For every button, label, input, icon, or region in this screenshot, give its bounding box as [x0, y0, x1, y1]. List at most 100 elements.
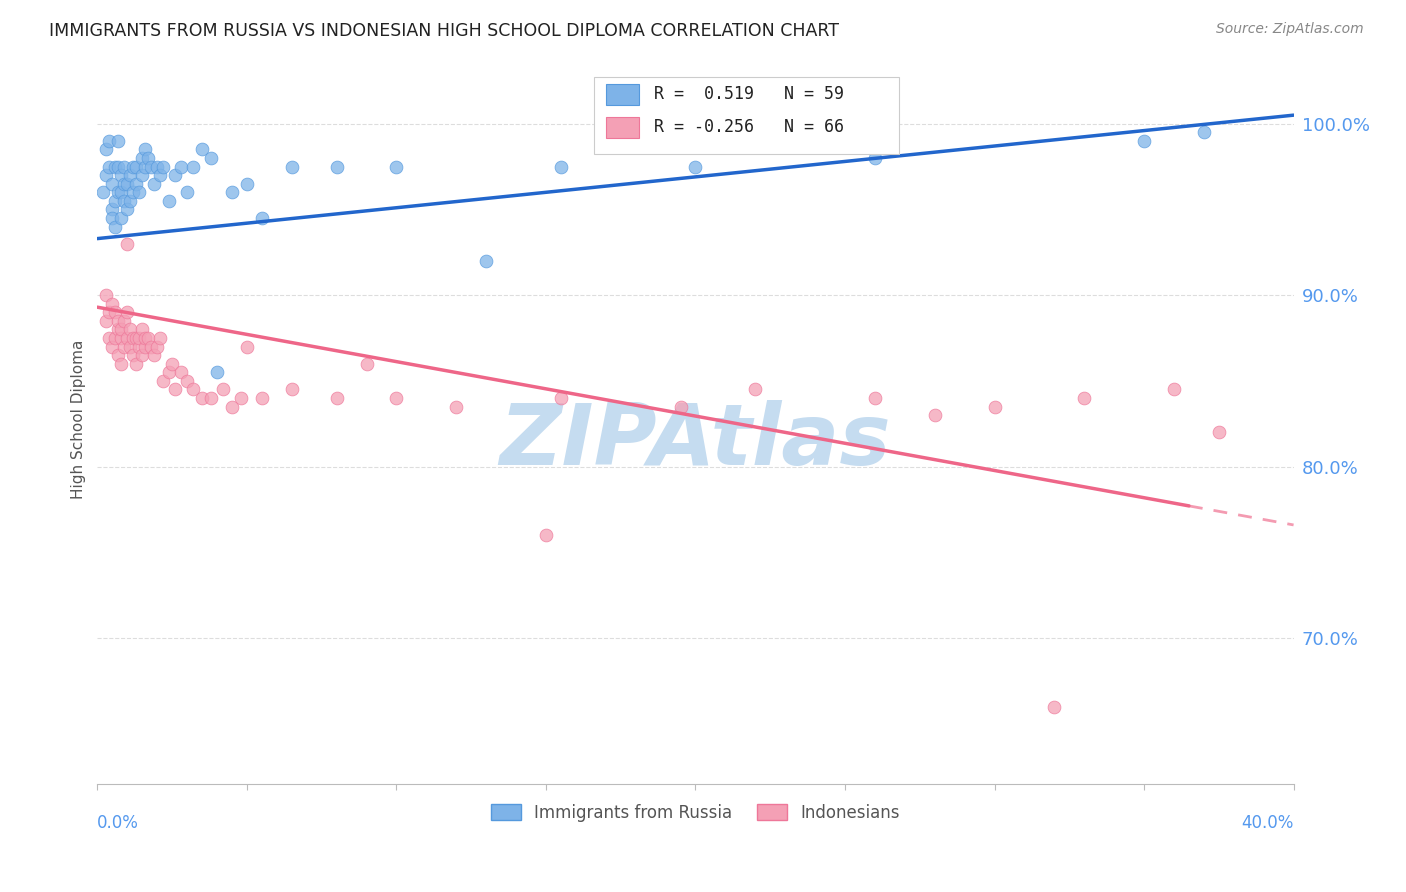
- Point: [107, 348, 129, 362]
- Point: [176, 186, 198, 200]
- Text: 0.0%: 0.0%: [97, 814, 139, 832]
- Point: [136, 331, 159, 345]
- Point: [117, 236, 139, 251]
- Point: [117, 177, 139, 191]
- Point: [122, 160, 145, 174]
- Point: [141, 340, 163, 354]
- Point: [141, 160, 163, 174]
- Point: [744, 383, 766, 397]
- Point: [221, 186, 243, 200]
- Point: [96, 288, 118, 302]
- Point: [924, 408, 946, 422]
- Point: [96, 314, 118, 328]
- Point: [110, 357, 132, 371]
- Text: ZIPAtlas: ZIPAtlas: [499, 400, 891, 483]
- Point: [250, 211, 273, 225]
- FancyBboxPatch shape: [593, 77, 898, 153]
- Point: [120, 168, 142, 182]
- Point: [104, 160, 127, 174]
- Point: [136, 151, 159, 165]
- Point: [1043, 699, 1066, 714]
- FancyBboxPatch shape: [606, 117, 640, 137]
- Y-axis label: High School Diploma: High School Diploma: [72, 340, 86, 500]
- Point: [149, 168, 172, 182]
- Point: [1163, 383, 1185, 397]
- Point: [146, 160, 169, 174]
- Point: [1073, 391, 1095, 405]
- Point: [157, 194, 180, 208]
- Point: [1133, 134, 1156, 148]
- Point: [1192, 125, 1215, 139]
- Point: [101, 202, 124, 217]
- Point: [98, 331, 121, 345]
- Point: [107, 160, 129, 174]
- Point: [101, 177, 124, 191]
- Point: [170, 365, 193, 379]
- Point: [122, 331, 145, 345]
- Point: [104, 219, 127, 234]
- Point: [250, 391, 273, 405]
- Point: [120, 194, 142, 208]
- Point: [1208, 425, 1230, 440]
- Point: [191, 391, 214, 405]
- Legend: Immigrants from Russia, Indonesians: Immigrants from Russia, Indonesians: [482, 796, 908, 830]
- Point: [122, 348, 145, 362]
- Point: [280, 383, 302, 397]
- Point: [236, 177, 259, 191]
- Text: IMMIGRANTS FROM RUSSIA VS INDONESIAN HIGH SCHOOL DIPLOMA CORRELATION CHART: IMMIGRANTS FROM RUSSIA VS INDONESIAN HIG…: [49, 22, 839, 40]
- Point: [983, 400, 1005, 414]
- Point: [550, 160, 572, 174]
- Point: [117, 331, 139, 345]
- Text: R =  0.519   N = 59: R = 0.519 N = 59: [654, 86, 844, 103]
- Point: [131, 168, 153, 182]
- Point: [131, 348, 153, 362]
- Point: [146, 340, 169, 354]
- Point: [120, 322, 142, 336]
- FancyBboxPatch shape: [606, 84, 640, 104]
- Point: [165, 383, 187, 397]
- Point: [117, 305, 139, 319]
- Point: [236, 340, 259, 354]
- Point: [125, 357, 148, 371]
- Point: [107, 134, 129, 148]
- Point: [534, 528, 557, 542]
- Point: [134, 340, 156, 354]
- Point: [120, 340, 142, 354]
- Point: [134, 331, 156, 345]
- Point: [110, 211, 132, 225]
- Point: [325, 160, 347, 174]
- Point: [125, 177, 148, 191]
- Point: [117, 202, 139, 217]
- Point: [110, 331, 132, 345]
- Point: [176, 374, 198, 388]
- Point: [112, 340, 135, 354]
- Text: 40.0%: 40.0%: [1241, 814, 1294, 832]
- Point: [160, 357, 183, 371]
- Point: [212, 383, 235, 397]
- Point: [91, 186, 114, 200]
- Point: [152, 160, 174, 174]
- Point: [110, 322, 132, 336]
- Point: [863, 391, 886, 405]
- Point: [98, 305, 121, 319]
- Point: [143, 177, 166, 191]
- Point: [101, 340, 124, 354]
- Point: [863, 151, 886, 165]
- Point: [110, 186, 132, 200]
- Point: [221, 400, 243, 414]
- Point: [107, 314, 129, 328]
- Point: [669, 400, 692, 414]
- Point: [385, 391, 408, 405]
- Point: [122, 186, 145, 200]
- Point: [550, 391, 572, 405]
- Point: [181, 383, 204, 397]
- Text: Source: ZipAtlas.com: Source: ZipAtlas.com: [1216, 22, 1364, 37]
- Point: [101, 211, 124, 225]
- Point: [165, 168, 187, 182]
- Point: [385, 160, 408, 174]
- Point: [229, 391, 252, 405]
- Point: [200, 391, 222, 405]
- Point: [280, 160, 302, 174]
- Point: [107, 322, 129, 336]
- Point: [134, 160, 156, 174]
